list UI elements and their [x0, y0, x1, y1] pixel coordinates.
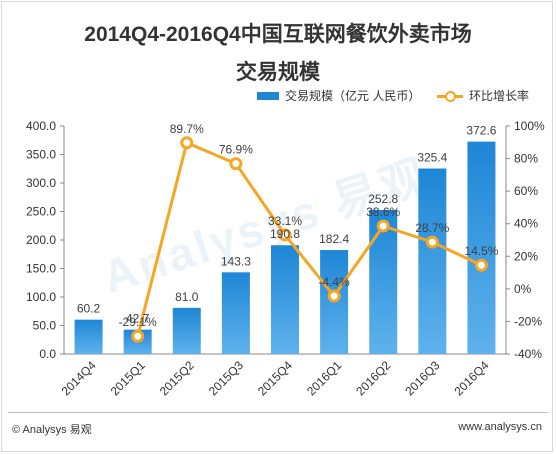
- bar: [172, 307, 201, 354]
- bar-value-label: 143.3: [221, 254, 251, 268]
- y-right-tick-label: 80%: [514, 152, 538, 166]
- bar-value-label: 42.7: [126, 312, 150, 326]
- bar: [221, 272, 250, 354]
- x-tick-label: 2014Q4: [59, 358, 99, 398]
- x-tick-label: 2015Q3: [206, 358, 246, 398]
- x-tick-label: 2015Q4: [255, 358, 295, 398]
- growth-value-label: 76.9%: [219, 143, 253, 157]
- y-right-tick-label: -20%: [514, 314, 542, 328]
- footer-url: www.analysys.cn: [458, 421, 542, 433]
- bar: [418, 168, 447, 354]
- bar: [369, 209, 398, 354]
- y-left-tick-label: 150.0: [26, 262, 56, 276]
- bar-value-label: 60.2: [77, 302, 101, 316]
- growth-value-label: -29.1%: [119, 315, 157, 329]
- growth-point: [131, 329, 145, 343]
- growth-value-label: 33.1%: [268, 214, 302, 228]
- x-tick-label: 2015Q1: [108, 358, 148, 398]
- legend-bar-label: 交易规模（亿元 人民币）: [285, 89, 421, 103]
- bar-value-label: 252.8: [368, 192, 398, 206]
- y-left-tick-label: 100.0: [26, 290, 56, 304]
- bar-value-label: 182.4: [319, 232, 349, 246]
- bar: [467, 141, 496, 354]
- bar-value-label: 190.8: [270, 227, 300, 241]
- y-left-tick-label: 250.0: [26, 205, 56, 219]
- growth-point: [376, 219, 390, 233]
- growth-point: [327, 289, 341, 303]
- chart-title: 2014Q4-2016Q4中国互联网餐饮外卖市场: [84, 23, 472, 46]
- growth-line: [136, 141, 483, 337]
- y-right-tick-label: -40%: [514, 347, 542, 361]
- legend-line-entry: 环比增长率: [437, 87, 529, 104]
- legend-bar-entry: 交易规模（亿元 人民币）: [257, 87, 420, 104]
- bar-value-label: 325.4: [417, 151, 447, 165]
- growth-value-label: 28.7%: [415, 221, 449, 235]
- growth-value-label: -4.4%: [318, 275, 350, 289]
- chart-title-line2: 交易规模: [236, 61, 320, 84]
- x-tick-label: 2016Q3: [402, 358, 442, 398]
- legend-line-label: 环比增长率: [469, 89, 530, 103]
- legend-bar-swatch: [257, 91, 279, 100]
- y-left-tick-label: 50.0: [33, 319, 57, 333]
- y-left-tick-label: 300.0: [26, 176, 56, 190]
- growth-point: [180, 136, 194, 150]
- x-tick-label: 2016Q2: [353, 358, 393, 398]
- bar: [271, 245, 299, 354]
- y-right-tick-label: 60%: [514, 184, 538, 198]
- y-right-tick-label: 0%: [514, 282, 532, 296]
- y-left-tick-label: 200.0: [26, 233, 56, 247]
- y-left-tick-label: 400.0: [26, 119, 56, 133]
- footer-copyright: © Analysys 易观: [12, 424, 92, 436]
- y-right-tick-label: 40%: [514, 217, 538, 231]
- legend-line-swatch: [437, 90, 463, 102]
- growth-value-label: 14.5%: [464, 244, 498, 258]
- bar-value-label: 81.0: [175, 290, 199, 304]
- y-left-tick-label: 0.0: [39, 347, 56, 361]
- x-tick-label: 2015Q2: [157, 358, 197, 398]
- x-tick-label: 2016Q4: [451, 358, 491, 398]
- footer-divider: [8, 412, 548, 413]
- growth-point: [229, 157, 243, 171]
- growth-value-label: 89.7%: [170, 122, 204, 136]
- growth-point: [278, 228, 292, 242]
- growth-point: [474, 258, 488, 272]
- y-right-tick-label: 100%: [514, 119, 545, 133]
- growth-value-label: 38.6%: [366, 205, 400, 219]
- growth-point: [425, 235, 439, 249]
- y-left-tick-label: 350.0: [26, 148, 56, 162]
- y-right-tick-label: 20%: [514, 249, 538, 263]
- bar: [74, 319, 103, 354]
- x-tick-label: 2016Q1: [304, 358, 344, 398]
- bar-value-label: 372.6: [466, 124, 496, 138]
